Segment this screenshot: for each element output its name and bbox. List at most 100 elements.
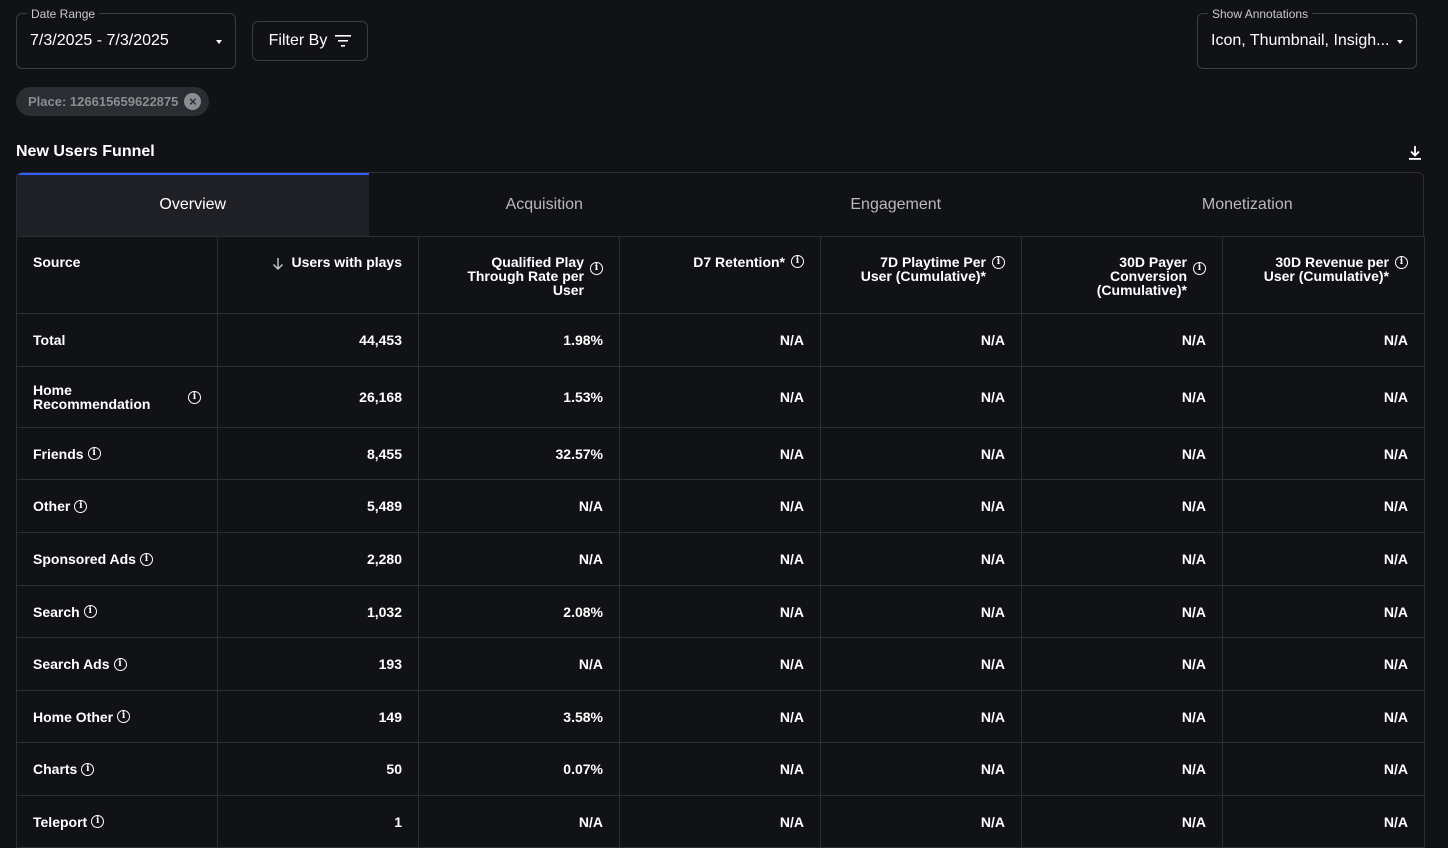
users-cell: 1 <box>217 795 419 848</box>
payer-cell: N/A <box>1021 742 1223 796</box>
date-range-select[interactable]: Date Range 7/3/2025 - 7/3/2025 <box>16 7 236 69</box>
d7-cell: N/A <box>619 585 821 638</box>
payer-cell: N/A <box>1021 637 1223 691</box>
source-cell: Teleport i <box>16 795 218 848</box>
qptr-cell: 1.98% <box>418 313 620 367</box>
payer-cell: N/A <box>1021 313 1223 367</box>
source-name: Other <box>33 498 71 514</box>
users-cell: 44,453 <box>217 313 419 367</box>
tab-acquisition[interactable]: Acquisition <box>505 195 583 213</box>
header-source-label: Source <box>33 254 81 270</box>
header-7d-playtime: 7D Playtime Per User (Cumulative)* i <box>820 236 1022 314</box>
source-cell: Other i <box>16 479 218 533</box>
source-name: Teleport <box>33 813 88 830</box>
payer-cell: N/A <box>1021 585 1223 638</box>
users-cell: 5,489 <box>217 479 419 533</box>
funnel-table: Source Users with plays Qualified Play T… <box>16 236 1425 848</box>
info-icon[interactable]: i <box>188 390 201 404</box>
header-qptr: Qualified Play Through Rate per User i <box>418 236 620 314</box>
tab-monetization[interactable]: Monetization <box>1201 195 1293 213</box>
remove-chip-icon[interactable]: × <box>184 93 202 110</box>
header-users-with-plays[interactable]: Users with plays <box>217 236 419 314</box>
header-payer-label: 30D Payer Conversion (Cumulative)* <box>1096 254 1187 298</box>
qptr-cell: 1.53% <box>418 366 620 428</box>
info-icon[interactable]: i <box>1193 262 1206 275</box>
info-icon[interactable]: i <box>117 710 131 723</box>
source-cell: Home Other i <box>16 690 218 743</box>
playtime-cell: N/A <box>820 532 1022 586</box>
table-row: Sponsored Ads i 2,280 N/A N/A N/A N/A N/A <box>16 532 1425 586</box>
users-cell: 50 <box>217 742 419 796</box>
d7-cell: N/A <box>619 479 821 533</box>
header-d7-label: D7 Retention* <box>693 254 785 270</box>
sort-descending-icon <box>272 258 283 270</box>
source-name: Search Ads <box>33 656 110 672</box>
source-name: Home Recommendation <box>33 382 151 412</box>
info-icon[interactable]: i <box>791 255 804 268</box>
tab-overview[interactable]: Overview <box>17 173 369 236</box>
show-annotations-label: Show Annotations <box>1208 7 1313 21</box>
place-filter-chip-label: Place: 126615659622875 <box>28 94 179 109</box>
funnel-tabs: Overview Acquisition Engagement Monetiza… <box>16 172 1424 236</box>
info-icon[interactable]: i <box>83 605 97 618</box>
info-icon[interactable]: i <box>113 657 127 671</box>
revenue-cell: N/A <box>1222 532 1425 586</box>
caret-down-icon <box>1397 40 1403 44</box>
table-row: Search Ads i 193 N/A N/A N/A N/A N/A <box>16 637 1425 691</box>
qptr-cell: N/A <box>418 532 620 586</box>
show-annotations-value: Icon, Thumbnail, Insigh... <box>1211 32 1390 49</box>
revenue-cell: N/A <box>1222 690 1425 743</box>
info-icon[interactable]: i <box>1395 256 1408 269</box>
users-cell: 2,280 <box>217 532 419 586</box>
caret-down-icon <box>216 40 222 44</box>
source-name: Friends <box>33 445 84 462</box>
users-cell: 8,455 <box>217 427 419 480</box>
revenue-cell: N/A <box>1222 366 1425 428</box>
revenue-cell: N/A <box>1222 585 1425 638</box>
payer-cell: N/A <box>1021 532 1223 586</box>
info-icon[interactable]: i <box>590 262 603 275</box>
source-cell: Search i <box>16 585 218 638</box>
info-icon[interactable]: i <box>81 762 95 776</box>
source-cell: Home Recommendation i <box>16 366 218 428</box>
header-30d-payer: 30D Payer Conversion (Cumulative)* i <box>1021 236 1223 314</box>
info-icon[interactable]: i <box>139 552 153 566</box>
d7-cell: N/A <box>619 637 821 691</box>
tab-engagement[interactable]: Engagement <box>850 195 942 213</box>
qptr-cell: 0.07% <box>418 742 620 796</box>
header-d7-retention: D7 Retention* i <box>619 236 821 314</box>
payer-cell: N/A <box>1021 479 1223 533</box>
header-qptr-label: Qualified Play Through Rate per User <box>467 254 584 298</box>
filter-icon <box>335 35 352 47</box>
info-icon[interactable]: i <box>91 815 105 828</box>
users-cell: 149 <box>217 690 419 743</box>
section-title: New Users Funnel <box>16 143 155 160</box>
download-icon[interactable] <box>1406 144 1424 162</box>
source-name: Charts <box>33 761 78 777</box>
info-icon[interactable]: i <box>992 256 1005 269</box>
source-cell: Charts i <box>16 742 218 796</box>
info-icon[interactable]: i <box>74 499 88 513</box>
source-name: Home Other <box>33 708 114 725</box>
d7-cell: N/A <box>619 795 821 848</box>
info-icon[interactable]: i <box>87 447 101 460</box>
header-source: Source <box>16 236 218 314</box>
d7-cell: N/A <box>619 366 821 428</box>
users-cell: 193 <box>217 637 419 691</box>
table-row: Search i 1,032 2.08% N/A N/A N/A N/A <box>16 585 1425 638</box>
playtime-cell: N/A <box>820 742 1022 796</box>
qptr-cell: N/A <box>418 795 620 848</box>
playtime-cell: N/A <box>820 313 1022 367</box>
qptr-cell: 32.57% <box>418 427 620 480</box>
d7-cell: N/A <box>619 690 821 743</box>
qptr-cell: 3.58% <box>418 690 620 743</box>
show-annotations-select[interactable]: Show Annotations Icon, Thumbnail, Insigh… <box>1197 7 1417 69</box>
users-cell: 26,168 <box>217 366 419 428</box>
table-row: Friends i 8,455 32.57% N/A N/A N/A N/A <box>16 427 1425 480</box>
payer-cell: N/A <box>1021 366 1223 428</box>
place-filter-chip: Place: 126615659622875 × <box>16 87 210 116</box>
filter-by-button[interactable]: Filter By <box>252 21 368 61</box>
source-name: Total <box>33 332 66 348</box>
header-30d-revenue: 30D Revenue per User (Cumulative)* i <box>1222 236 1425 314</box>
revenue-cell: N/A <box>1222 479 1425 533</box>
